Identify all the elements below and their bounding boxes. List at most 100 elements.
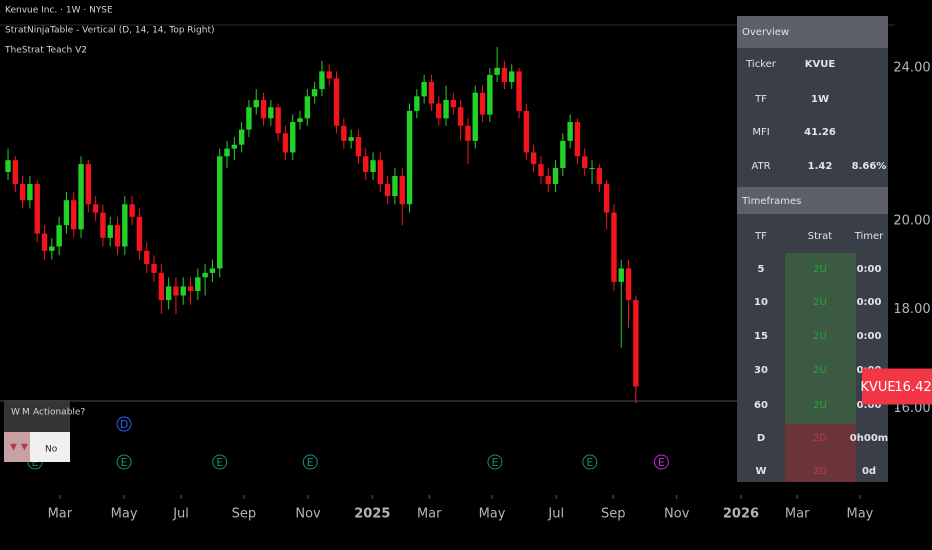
x-tick-label: 2026: [723, 507, 759, 522]
event-label: E: [32, 456, 39, 469]
table-cell: 1W: [811, 94, 829, 105]
candle-body: [180, 286, 186, 296]
candle-body: [71, 200, 77, 230]
candle-body: [107, 225, 113, 238]
candle-body: [282, 133, 289, 153]
event-label: E: [658, 456, 665, 469]
table-cell: D: [757, 433, 765, 444]
table-header: Timer: [854, 231, 884, 242]
table-cell: 0h00m: [850, 433, 888, 444]
candle-body: [611, 212, 617, 282]
table-title: Overview: [742, 27, 789, 38]
event-marker: [116, 416, 132, 432]
candle-body: [100, 212, 106, 238]
event-label: D: [120, 418, 128, 431]
table-cell: 0:00: [857, 297, 882, 308]
candle-body: [633, 300, 639, 387]
last-price: 16.42: [894, 380, 931, 395]
y-tick-label: 20.00: [893, 213, 930, 228]
event-label: E: [121, 456, 128, 469]
table-header: M: [22, 408, 30, 418]
table-cell: W: [755, 466, 766, 477]
table-cell: 0:00: [857, 331, 882, 342]
candle-body: [341, 125, 347, 141]
y-tick-label: 16.00: [893, 401, 930, 416]
candle-body: [530, 152, 537, 165]
table-cell: 2D: [813, 466, 827, 477]
candle-body: [457, 107, 464, 126]
candle-body: [56, 225, 62, 247]
x-tick-label: 2025: [354, 507, 390, 522]
candle-body: [392, 175, 398, 197]
last-ticker: KVUE: [860, 380, 895, 395]
table-header: Strat: [808, 231, 833, 242]
candle-body: [589, 168, 595, 170]
candle-body: [355, 137, 362, 157]
candle-body: [165, 286, 172, 301]
candle-body: [552, 168, 559, 184]
table-cell: 1.42: [808, 161, 833, 172]
x-tick-label: Nov: [664, 507, 690, 522]
candle-body: [596, 168, 603, 184]
candle-body: [560, 140, 566, 169]
candle-body: [428, 81, 435, 104]
table-header-bg: [737, 187, 888, 214]
table-cell: 2D: [813, 433, 827, 444]
x-tick-label: Mar: [417, 507, 442, 522]
event-marker: [582, 454, 598, 470]
candle-body: [472, 92, 478, 141]
candle-body: [465, 125, 471, 141]
candle-body: [538, 164, 544, 176]
table-cell: TF: [754, 94, 767, 105]
candle-body: [217, 156, 223, 269]
candle-body: [224, 148, 230, 157]
candle-body: [34, 183, 40, 234]
cell: [4, 432, 30, 462]
table-header: Actionable?: [33, 408, 85, 418]
candle-body: [304, 96, 311, 119]
candle-body: [326, 71, 332, 79]
event-label: E: [491, 456, 498, 469]
table-cell: ATR: [751, 161, 770, 172]
table-header: W: [11, 408, 20, 418]
table-cell: 0:00: [857, 264, 882, 275]
x-tick-label: Mar: [48, 507, 73, 522]
cell: [785, 253, 856, 424]
candle-body: [399, 175, 405, 205]
table-cell: ▼: [10, 443, 17, 453]
candle-body: [27, 183, 33, 201]
candle-body: [12, 160, 19, 184]
candle-body: [290, 122, 296, 153]
candle-body: [523, 110, 530, 153]
table-cell: 2U: [813, 400, 827, 411]
candle-body: [246, 107, 252, 130]
candle-body: [363, 156, 369, 173]
candle-body: [136, 216, 143, 251]
candle-body: [370, 160, 376, 173]
candle-body: [443, 99, 449, 119]
candle-body: [92, 204, 99, 213]
event-marker: [116, 454, 132, 470]
table-cell: 2U: [813, 331, 827, 342]
event-marker: [487, 454, 503, 470]
table-cell: KVUE: [805, 59, 836, 70]
table-cell: 5: [758, 264, 765, 275]
candle-body: [49, 246, 55, 251]
x-tick-label: Jul: [547, 507, 564, 522]
table-cell: 30: [754, 365, 768, 376]
table-cell: Ticker: [745, 59, 777, 70]
table-cell: No: [45, 445, 58, 455]
candle-body: [158, 272, 165, 301]
candle-body: [421, 81, 427, 97]
candle-body: [5, 160, 11, 173]
candle-body: [209, 268, 216, 273]
candle-body: [516, 71, 522, 111]
candle-body: [319, 71, 325, 90]
y-tick-label: 24.00: [893, 60, 930, 75]
cell: [30, 432, 70, 462]
table-header: TF: [754, 231, 767, 242]
candle-body: [129, 204, 135, 217]
candle-body: [545, 175, 551, 184]
table-cell: 2U: [813, 297, 827, 308]
candle-body: [384, 183, 391, 197]
